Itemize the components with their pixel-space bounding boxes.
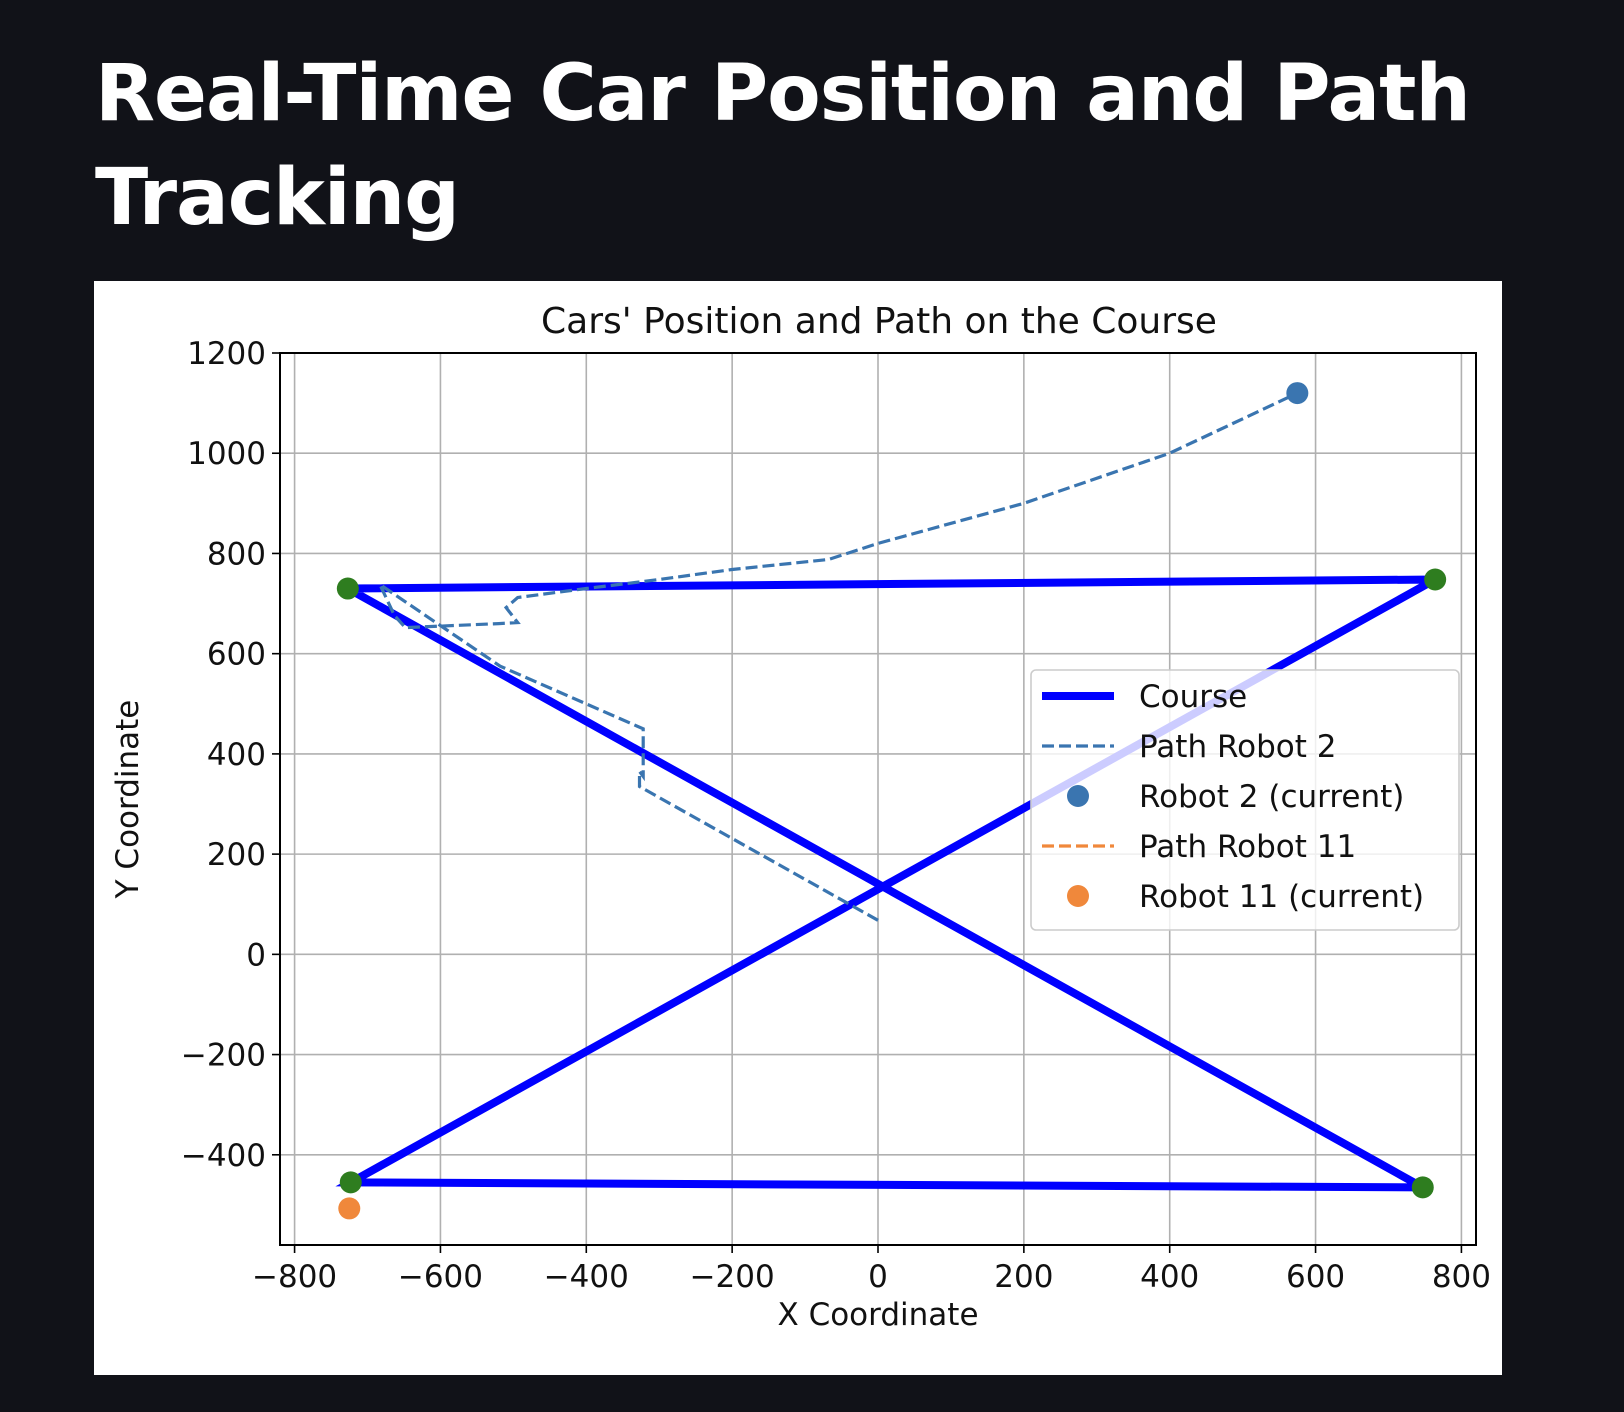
x-tick-label: −200 (690, 1259, 775, 1295)
y-tick-label: −200 (181, 1038, 266, 1074)
chart-title: Cars' Position and Path on the Course (541, 301, 1217, 342)
x-tick-label: −800 (252, 1259, 337, 1295)
legend-label: Course (1139, 679, 1247, 715)
legend-swatch-dot (1067, 785, 1089, 807)
robot-path-layer (375, 391, 1298, 922)
marker-layer (336, 382, 1447, 1220)
y-tick-label: 600 (207, 637, 266, 673)
x-tick-label: 0 (868, 1259, 888, 1295)
legend-label: Robot 2 (current) (1139, 779, 1404, 815)
legend-label: Path Robot 11 (1139, 829, 1356, 865)
legend-box (1030, 669, 1460, 931)
x-tick-label: 200 (994, 1259, 1053, 1295)
legend: Course Path Robot 2 Robot 2 (current) Path … (1030, 669, 1460, 931)
x-tick-label: 800 (1432, 1259, 1491, 1295)
course-waypoint-marker (339, 1171, 362, 1194)
course-waypoint-marker (1424, 568, 1447, 591)
course-waypoint-marker (1411, 1176, 1434, 1199)
y-tick-label: 400 (207, 737, 266, 773)
tick-layer: −800 −600 −400 −200 0 200 400 600 800 −400 −200 0 20… (181, 336, 1491, 1295)
legend-label: Path Robot 2 (1139, 729, 1336, 765)
chart-svg: Cars' Position and Path on the Course −8… (110, 301, 1491, 1333)
y-tick-label: 0 (246, 937, 266, 973)
y-tick-label: 1200 (187, 336, 266, 372)
x-tick-label: 600 (1286, 1259, 1345, 1295)
course-waypoint-marker (336, 577, 359, 600)
y-tick-label: 200 (207, 837, 266, 873)
x-tick-label: −400 (544, 1259, 629, 1295)
x-tick-label: 400 (1140, 1259, 1199, 1295)
chart-figure: Cars' Position and Path on the Course −8… (94, 281, 1502, 1375)
page-title: Real-Time Car Position and Path Tracking (95, 49, 1471, 243)
y-tick-label: −400 (181, 1138, 266, 1174)
robot-path-line (375, 391, 1298, 922)
y-tick-label: 1000 (187, 436, 266, 472)
x-tick-label: −600 (398, 1259, 483, 1295)
robot-current-marker (338, 1197, 361, 1220)
legend-swatch-dot (1067, 885, 1089, 907)
x-axis-label: X Coordinate (777, 1297, 978, 1333)
robot-current-marker (1286, 382, 1309, 405)
y-axis-label: Y Coordinate (110, 700, 146, 900)
y-tick-label: 800 (207, 536, 266, 572)
legend-label: Robot 11 (current) (1139, 879, 1424, 915)
